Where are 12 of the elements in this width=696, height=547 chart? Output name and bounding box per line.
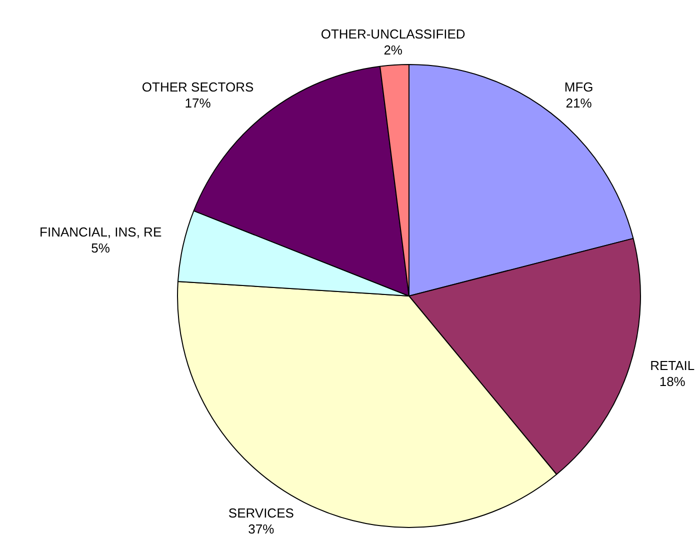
data-label: 17% — [184, 95, 212, 110]
slice-label: OTHER SECTORS — [142, 79, 254, 94]
slice-label: FINANCIAL, INS, RE — [40, 224, 162, 240]
slice-label: RETAIL — [650, 358, 695, 373]
data-label: 5% — [91, 240, 110, 256]
data-label: 2% — [384, 42, 403, 58]
data-label: 21% — [566, 95, 592, 110]
data-label: 18% — [659, 374, 686, 389]
slice-label: SERVICES — [228, 505, 294, 520]
slice-label: MFG — [564, 79, 594, 94]
data-label: 37% — [248, 521, 275, 536]
slice-label: OTHER-UNCLASSIFIED — [320, 26, 466, 42]
